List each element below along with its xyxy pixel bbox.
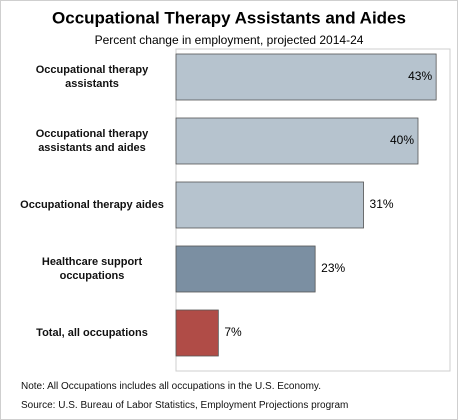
value-label: 31% [370,197,394,211]
category-label: Occupational therapy assistants and aide… [35,128,149,154]
source: Source: U.S. Bureau of Labor Statistics,… [21,400,349,411]
value-label: 43% [408,69,432,83]
category-label: Occupational therapy aides [20,199,164,211]
category-label: Total, all occupations [36,327,148,339]
value-label: 23% [321,261,345,275]
value-label: 7% [224,325,242,339]
note: Note: All Occupations includes all occup… [21,381,321,392]
bar [175,53,437,101]
chart-subtitle: Percent change in employment, projected … [95,33,364,47]
bar [175,245,316,293]
category-label: Occupational therapy assistants [35,64,149,90]
value-label: 40% [390,133,414,147]
bar [175,181,364,229]
chart-title: Occupational Therapy Assistants and Aide… [52,8,406,27]
bar [175,117,419,165]
bar [175,309,219,357]
category-label: Healthcare support occupations [41,256,143,282]
